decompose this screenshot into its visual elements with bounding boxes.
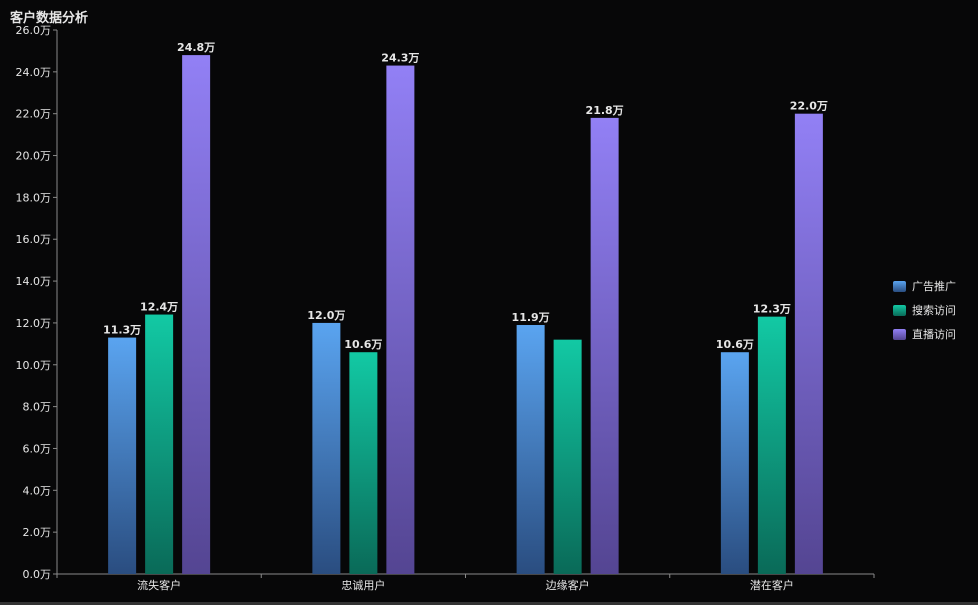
bar-搜索访问 [553, 339, 582, 574]
bar-搜索访问 [145, 314, 174, 574]
legend-swatch [893, 328, 906, 340]
bar-直播访问 [794, 113, 823, 574]
data-label: 10.6万 [716, 338, 754, 351]
data-label: 11.9万 [512, 311, 550, 324]
bar-广告推广 [108, 337, 137, 574]
y-tick-label: 20.0万 [16, 150, 52, 163]
y-tick-label: 4.0万 [23, 484, 52, 497]
bar-搜索访问 [349, 352, 378, 574]
y-tick-label: 22.0万 [16, 108, 52, 121]
data-label: 12.4万 [140, 301, 178, 314]
data-label: 12.0万 [307, 309, 345, 322]
data-label: 11.3万 [103, 324, 141, 337]
legend-item[interactable]: 直播访问 [893, 327, 977, 341]
legend: 广告推广搜索访问直播访问 [893, 279, 977, 351]
bar-广告推广 [516, 325, 545, 574]
y-tick-label: 6.0万 [23, 442, 52, 455]
bar-直播访问 [182, 55, 211, 575]
legend-swatch [893, 280, 906, 292]
y-tick-label: 24.0万 [16, 66, 52, 79]
legend-item[interactable]: 搜索访问 [893, 303, 977, 317]
legend-label: 直播访问 [912, 328, 956, 341]
y-tick-label: 2.0万 [23, 526, 52, 539]
y-tick-label: 16.0万 [16, 233, 52, 246]
data-label: 12.3万 [753, 303, 791, 316]
chart-title: 客户数据分析 [10, 11, 89, 26]
x-tick-label: 边缘客户 [546, 578, 590, 592]
bar-直播访问 [590, 117, 619, 574]
data-label: 22.0万 [790, 100, 828, 113]
legend-label: 搜索访问 [912, 304, 956, 317]
bar-广告推广 [720, 352, 749, 574]
bar-直播访问 [386, 65, 415, 575]
y-tick-label: 12.0万 [16, 317, 52, 330]
bottom-divider [0, 602, 978, 605]
data-label: 24.8万 [177, 41, 215, 54]
y-tick-label: 14.0万 [16, 275, 52, 288]
data-label: 10.6万 [344, 338, 382, 351]
x-tick-label: 潜在客户 [750, 578, 794, 592]
y-tick-label: 10.0万 [16, 359, 52, 372]
data-label: 21.8万 [586, 104, 624, 117]
legend-label: 广告推广 [912, 280, 956, 293]
legend-item[interactable]: 广告推广 [893, 279, 977, 293]
x-tick-label: 忠诚用户 [341, 578, 385, 592]
y-tick-label: 26.0万 [16, 24, 52, 37]
y-tick-label: 0.0万 [23, 568, 52, 581]
legend-swatch [893, 304, 906, 316]
data-label: 24.3万 [381, 52, 419, 65]
y-tick-label: 8.0万 [23, 401, 52, 414]
x-tick-label: 流失客户 [137, 578, 181, 592]
bar-广告推广 [312, 322, 341, 574]
bar-搜索访问 [757, 316, 786, 574]
y-tick-label: 18.0万 [16, 191, 52, 204]
